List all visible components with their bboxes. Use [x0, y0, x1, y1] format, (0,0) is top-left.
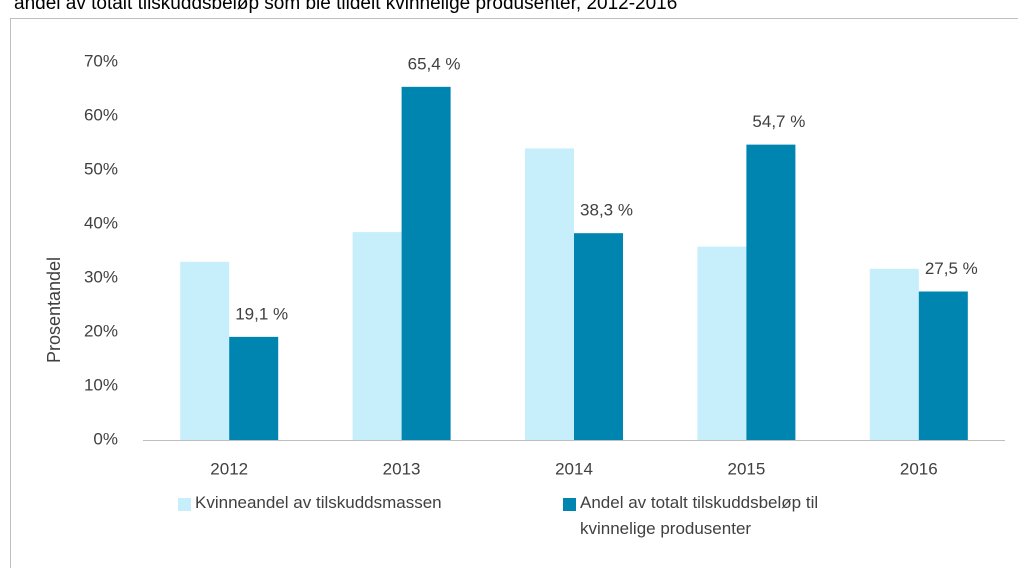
y-tick-label: 10%: [84, 375, 118, 394]
y-tick-label: 50%: [84, 159, 118, 178]
chart-frame: [10, 18, 1018, 568]
legend-label: Andel av totalt tilskuddsbeløp til kvinn…: [580, 493, 819, 538]
value-label: 65,4 %: [408, 54, 461, 73]
x-tick-label: 2012: [210, 459, 248, 478]
y-tick-label: 60%: [84, 105, 118, 124]
value-label: 38,3 %: [580, 201, 633, 220]
y-axis-label: Prosentandel: [44, 257, 64, 363]
y-tick-label: 20%: [84, 321, 118, 340]
x-tick-label: 2014: [555, 459, 593, 478]
bar: [574, 233, 623, 440]
legend-swatch: [563, 498, 576, 511]
bar: [229, 336, 279, 440]
bar: [697, 246, 747, 440]
bar: [869, 268, 919, 440]
bar: [352, 232, 402, 440]
value-label: 19,1 %: [235, 304, 288, 323]
legend-swatch: [178, 498, 191, 511]
legend-item: Kvinneandel av tilskuddsmassen: [178, 493, 555, 516]
y-tick-label: 0%: [93, 429, 118, 448]
bar: [918, 291, 968, 440]
y-tick-label: 30%: [84, 267, 118, 286]
x-tick-label: 2015: [727, 459, 765, 478]
chart-title: andel av totalt tilskuddsbeløp som ble t…: [14, 0, 677, 14]
bar: [525, 148, 574, 440]
y-tick-label: 70%: [84, 51, 118, 70]
legend-item: Andel av totalt tilskuddsbeløp til kvinn…: [563, 493, 880, 542]
bar: [180, 261, 230, 440]
x-tick-label: 2013: [383, 459, 421, 478]
x-tick-label: 2016: [900, 459, 938, 478]
bar: [746, 144, 796, 440]
legend-label: Kvinneandel av tilskuddsmassen: [195, 493, 442, 512]
value-label: 54,7 %: [752, 112, 805, 131]
value-label: 27,5 %: [925, 259, 978, 278]
bar: [401, 86, 451, 440]
y-tick-label: 40%: [84, 213, 118, 232]
